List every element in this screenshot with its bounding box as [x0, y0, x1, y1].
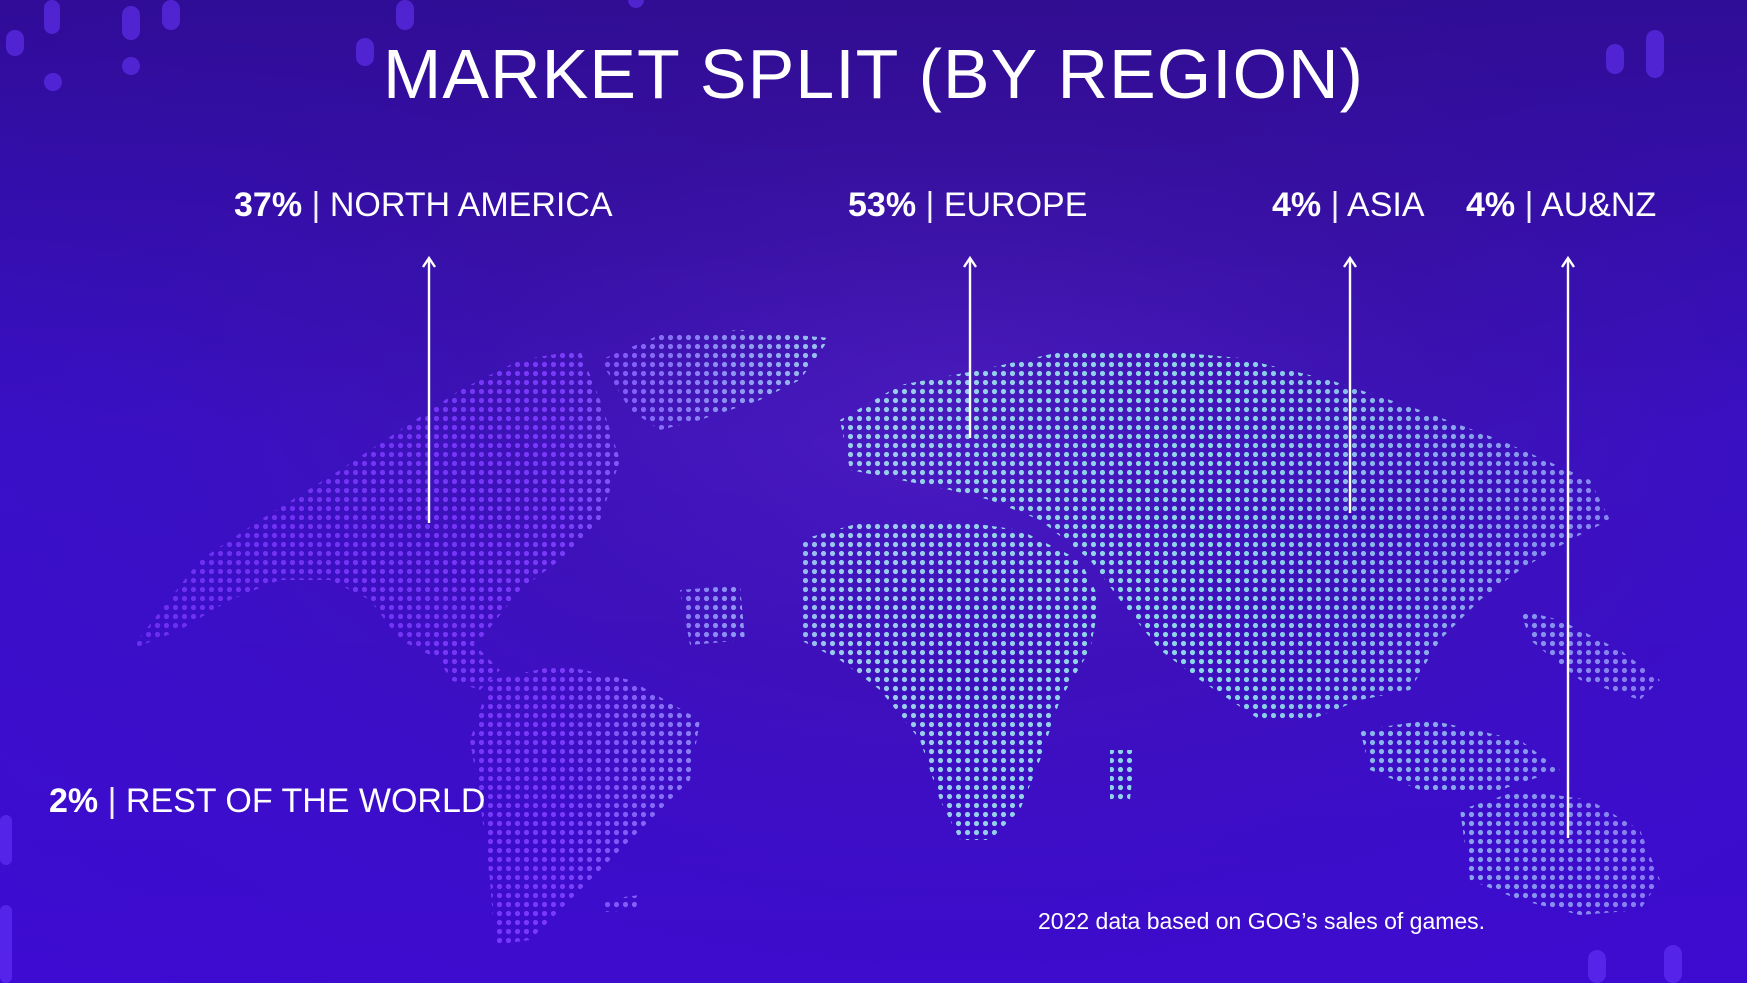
- separator: |: [1524, 186, 1534, 224]
- separator: |: [1330, 186, 1340, 224]
- separator: |: [925, 186, 935, 224]
- region-name: NORTH AMERICA: [329, 186, 613, 224]
- region-value: 4%: [1466, 186, 1516, 224]
- arrow-europe: [963, 255, 977, 438]
- region-label-rest-of-world: 2% | REST OF THE WORLD: [49, 782, 485, 821]
- region-name: ASIA: [1347, 186, 1425, 224]
- region-value: 4%: [1272, 186, 1322, 224]
- page-title: MARKET SPLIT (BY REGION): [383, 35, 1364, 113]
- arrow-asia: [1343, 255, 1357, 513]
- region-name: AU&NZ: [1541, 186, 1657, 224]
- decorative-bars: [0, 0, 1682, 983]
- arrow-north-america: [422, 255, 436, 523]
- footnote: 2022 data based on GOG’s sales of games.: [1038, 908, 1486, 934]
- separator: |: [107, 782, 117, 820]
- region-name: EUROPE: [943, 186, 1088, 224]
- region-label-asia: 4% | ASIA: [1272, 186, 1425, 225]
- arrow-au-nz: [1561, 255, 1575, 838]
- separator: |: [311, 186, 321, 224]
- region-label-au-nz: 4% | AU&NZ: [1466, 186, 1656, 225]
- region-label-europe: 53% | EUROPE: [848, 186, 1087, 225]
- region-value: 53%: [848, 186, 917, 224]
- region-name: REST OF THE WORLD: [125, 782, 486, 820]
- region-value: 2%: [49, 782, 99, 820]
- region-label-north-america: 37% | NORTH AMERICA: [234, 186, 613, 225]
- region-value: 37%: [234, 186, 303, 224]
